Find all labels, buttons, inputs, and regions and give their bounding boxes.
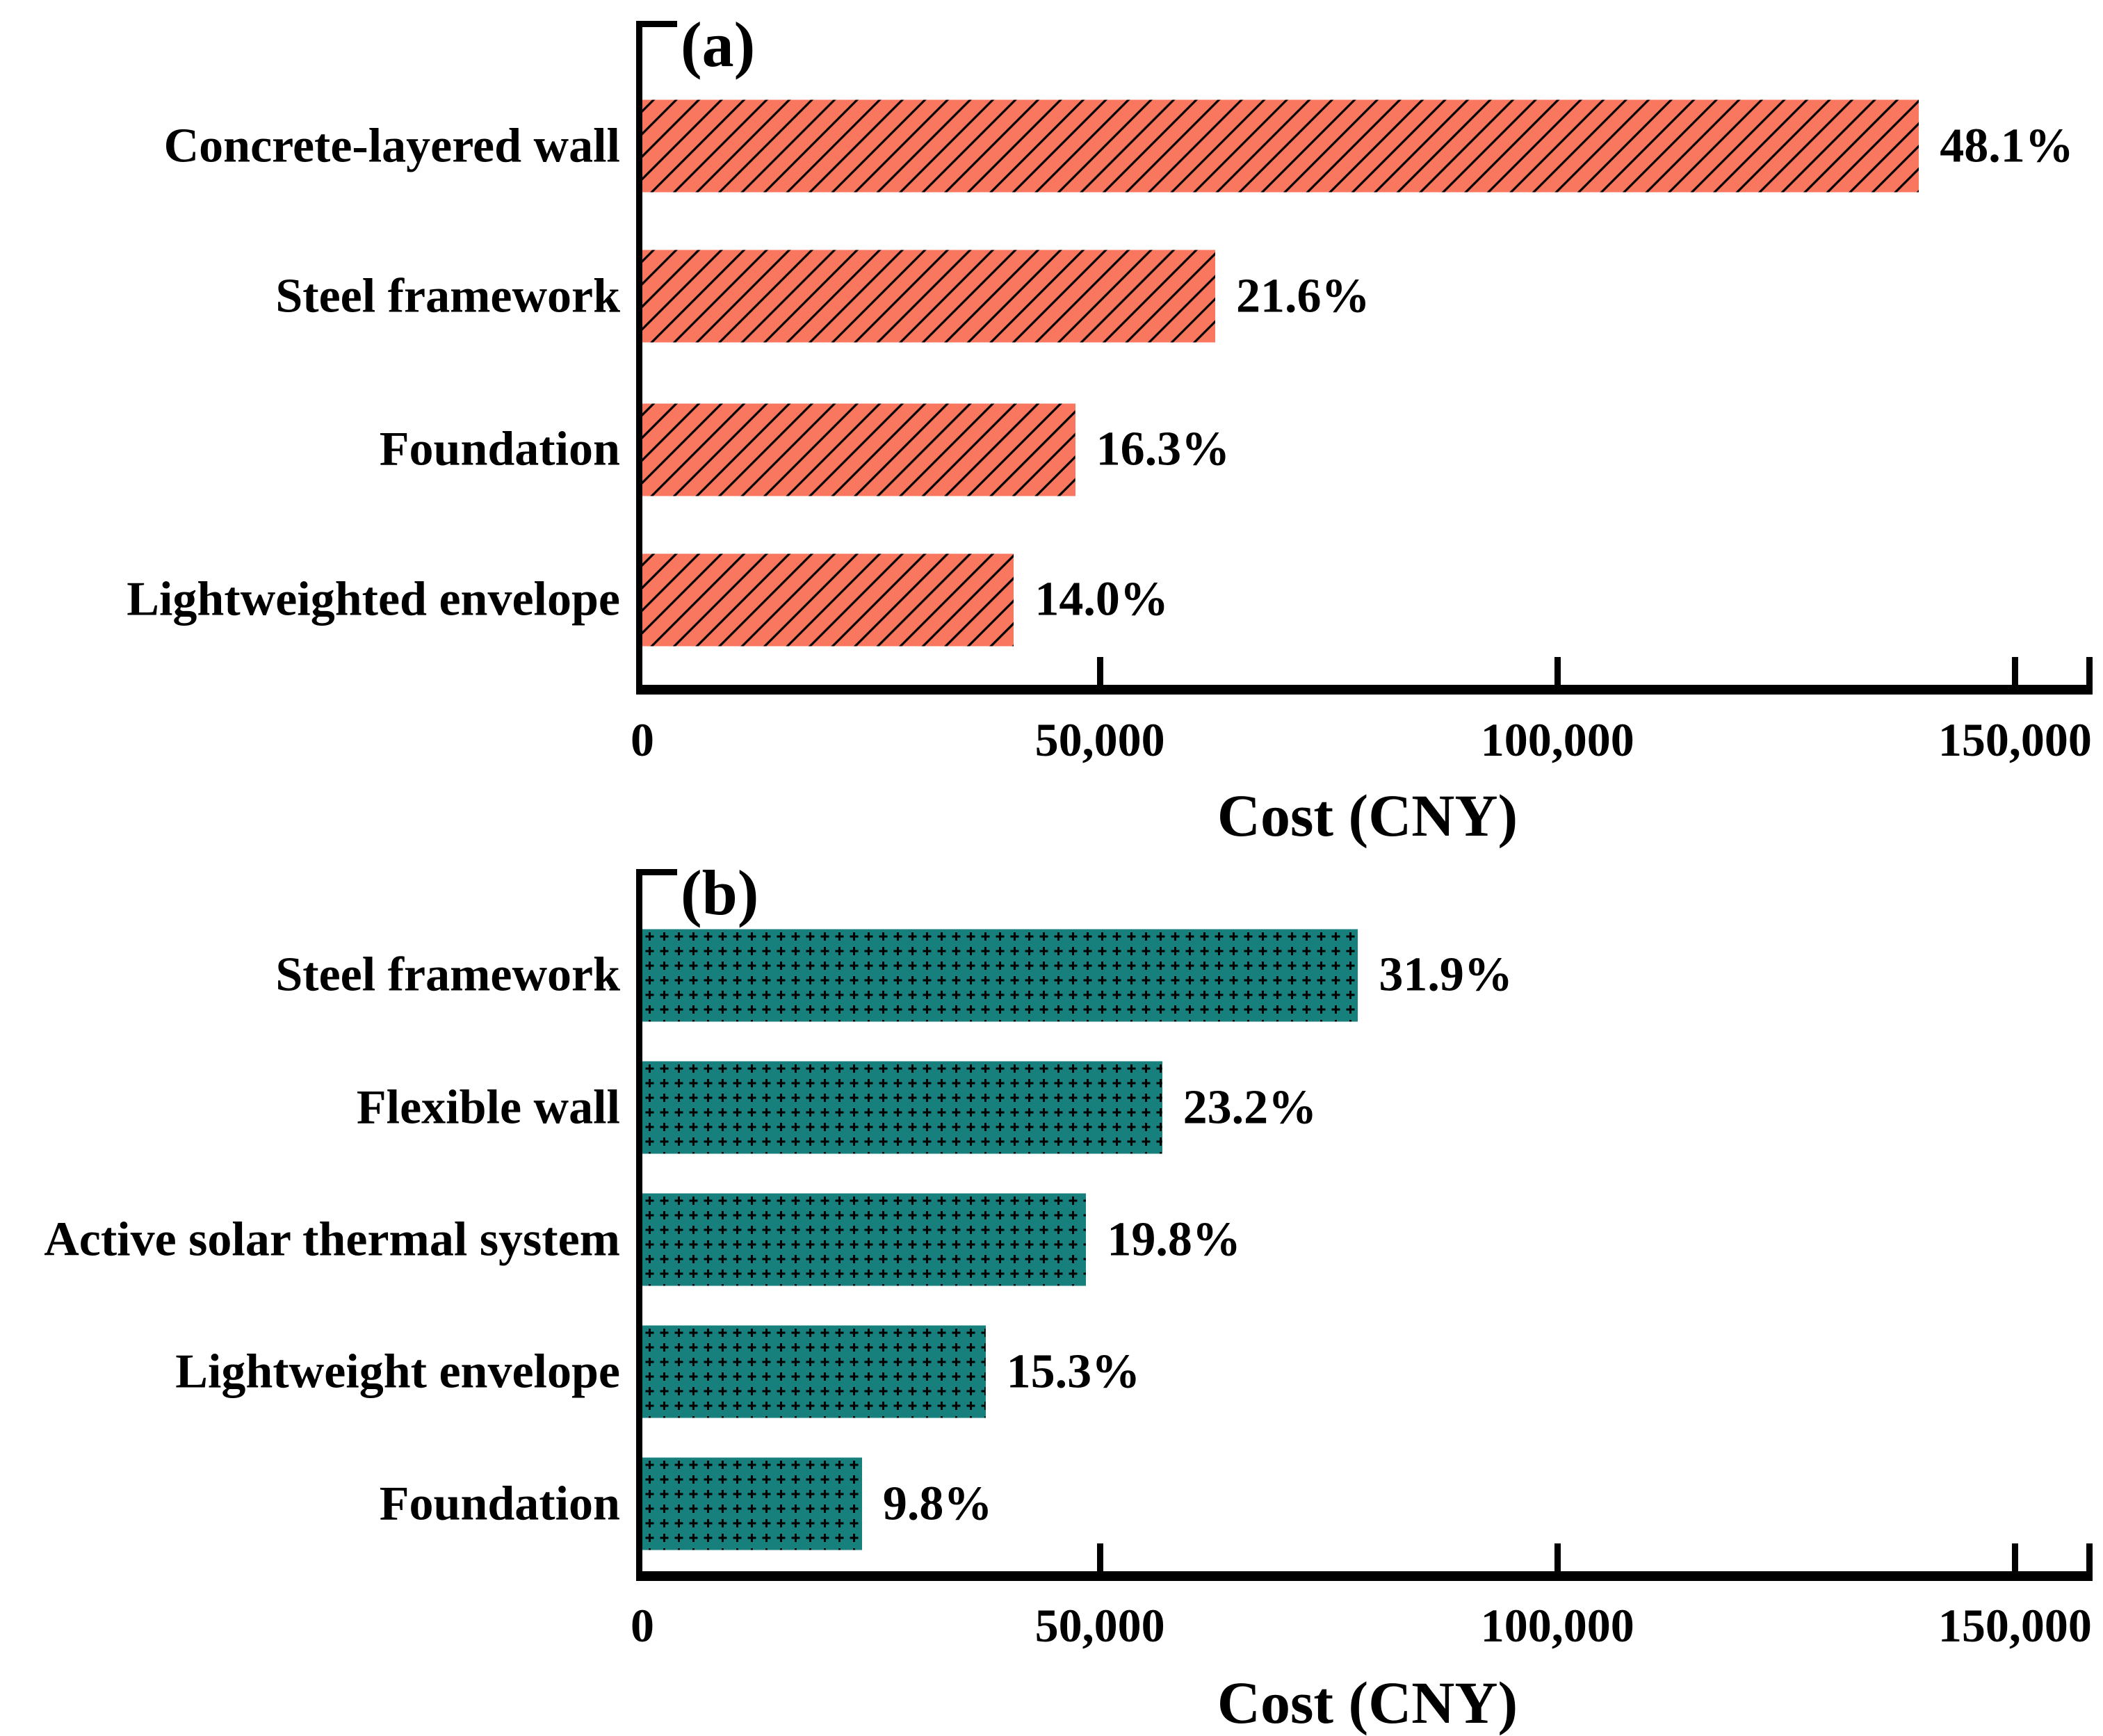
hatch-overlay xyxy=(642,1193,1087,1286)
category-label-lightweighted-envelope: Lightweighted envelope xyxy=(127,572,620,626)
x-tick-label-0: 0 xyxy=(631,713,654,766)
bar-foundation xyxy=(642,1457,862,1550)
x-tick-100000 xyxy=(1554,657,1561,685)
x-tick-label-50000: 50,000 xyxy=(1034,713,1165,766)
bar-steel-framework xyxy=(642,929,1358,1021)
x-tick-150000 xyxy=(2012,657,2019,685)
bar-row: Lightweight envelope 15.3% xyxy=(175,1325,2093,1418)
y-axis-end-tick xyxy=(642,21,677,27)
percent-label: 21.6% xyxy=(1235,269,1370,323)
chart-a-panel: (a) Concrete-layered wall 48.1% Steel fr… xyxy=(0,0,2103,862)
hatch-overlay xyxy=(642,1457,862,1550)
category-label-steel-framework: Steel framework xyxy=(275,269,620,323)
percent-label: 9.8% xyxy=(882,1477,993,1531)
bar-lightweighted-envelope xyxy=(642,553,1014,647)
x-tick-100000 xyxy=(1554,1543,1561,1571)
bar-active-solar-thermal-system xyxy=(642,1193,1087,1286)
hatch-overlay xyxy=(642,250,1215,343)
bar-foundation xyxy=(642,403,1075,496)
bar-row: Foundation 9.8% xyxy=(380,1457,2093,1550)
chart-a-plot-area: (a) Concrete-layered wall 48.1% Steel fr… xyxy=(127,13,2093,695)
bar-row: Lightweighted envelope 14.0% xyxy=(127,553,2093,647)
x-tick-label-150000: 150,000 xyxy=(1938,1599,2092,1652)
x-tick-150000 xyxy=(2012,1543,2019,1571)
hatch-overlay xyxy=(642,1061,1162,1154)
x-axis-end-tick xyxy=(2086,657,2093,685)
hatch-overlay xyxy=(642,929,1358,1021)
bar-row: Concrete-layered wall 48.1% xyxy=(164,99,2093,193)
x-axis-tick-labels: 0 50,000 100,000 150,000 xyxy=(631,1599,2093,1657)
x-tick-label-100000: 100,000 xyxy=(1480,1599,1634,1652)
chart-b-panel: (b) Steel framework 31.9% Flexible wall … xyxy=(0,861,2103,1733)
x-tick-label-50000: 50,000 xyxy=(1034,1599,1165,1652)
x-tick-label-150000: 150,000 xyxy=(1938,713,2092,766)
hatch-overlay xyxy=(642,403,1075,496)
x-axis-title: Cost (CNY) xyxy=(1217,782,1518,849)
percent-label: 31.9% xyxy=(1379,948,1513,1002)
percent-label: 48.1% xyxy=(1940,119,2074,173)
category-label-concrete-layered-wall: Concrete-layered wall xyxy=(163,119,620,173)
category-label-active-solar-thermal-system: Active solar thermal system xyxy=(44,1212,620,1267)
x-axis-end-tick xyxy=(2086,1543,2093,1571)
x-axis-tick-labels: 0 50,000 100,000 150,000 xyxy=(631,713,2093,772)
percent-label: 14.0% xyxy=(1034,572,1169,626)
x-axis-title: Cost (CNY) xyxy=(1217,1669,1518,1736)
bar-row: Foundation 16.3% xyxy=(380,403,2093,496)
percent-label: 19.8% xyxy=(1107,1212,1241,1267)
percent-label: 16.3% xyxy=(1096,422,1231,476)
bar-row: Steel framework 21.6% xyxy=(275,250,2093,343)
x-tick-50000 xyxy=(1097,1543,1104,1571)
category-label-foundation: Foundation xyxy=(379,422,620,476)
bar-flexible-wall xyxy=(642,1061,1162,1154)
bar-steel-framework xyxy=(642,250,1215,343)
x-tick-label-0: 0 xyxy=(631,1599,654,1652)
percent-label: 15.3% xyxy=(1006,1345,1141,1399)
chart-a-title: (a) xyxy=(681,9,756,80)
category-label-steel-framework: Steel framework xyxy=(275,948,620,1002)
x-tick-label-100000: 100,000 xyxy=(1480,713,1634,766)
bar-concrete-layered-wall xyxy=(642,99,1919,193)
hatch-overlay xyxy=(642,1325,986,1418)
category-label-foundation: Foundation xyxy=(379,1477,620,1531)
hatch-overlay xyxy=(642,553,1014,647)
category-label-lightweight-envelope: Lightweight envelope xyxy=(175,1345,620,1399)
bar-lightweight-envelope xyxy=(642,1325,986,1418)
bar-row: Flexible wall 23.2% xyxy=(357,1061,2093,1154)
hatch-overlay xyxy=(642,99,1919,193)
bar-row: Steel framework 31.9% xyxy=(275,929,2093,1021)
chart-b-title: (b) xyxy=(681,857,759,928)
y-axis-end-tick xyxy=(642,869,677,875)
chart-b-plot-area: (b) Steel framework 31.9% Flexible wall … xyxy=(44,861,2093,1581)
category-label-flexible-wall: Flexible wall xyxy=(356,1080,620,1135)
x-tick-50000 xyxy=(1097,657,1104,685)
percent-label: 23.2% xyxy=(1183,1080,1317,1135)
bar-row: Active solar thermal system 19.8% xyxy=(44,1193,2093,1286)
